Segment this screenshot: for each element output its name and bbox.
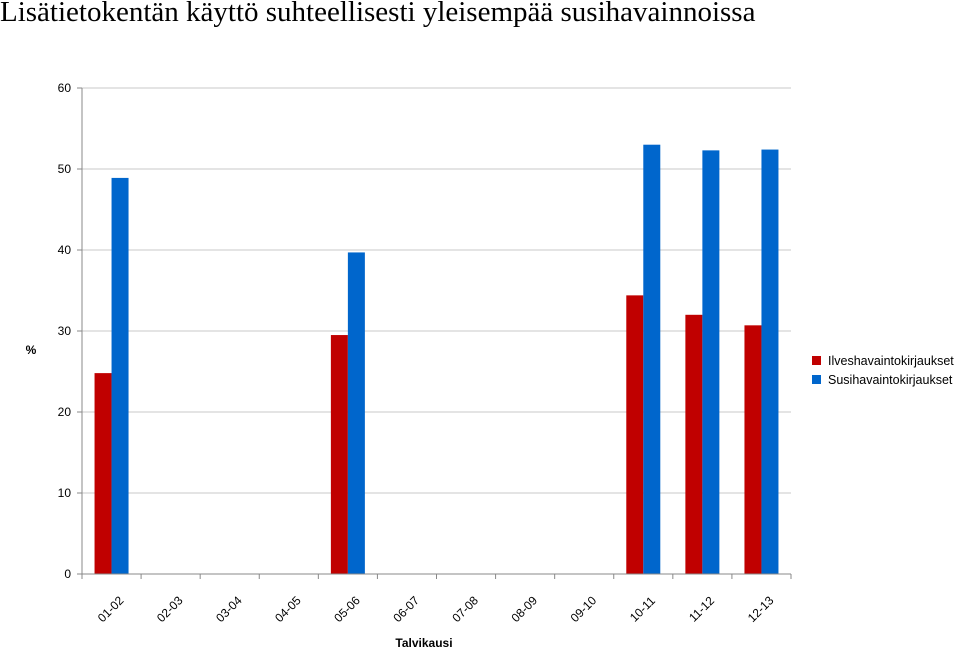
x-tick-label: 07-08 xyxy=(449,593,481,625)
x-tick-label: 09-10 xyxy=(568,593,600,625)
x-tick-label: 06-07 xyxy=(390,593,422,625)
legend-item-series-2: Susihavaintokirjaukset xyxy=(812,370,954,389)
legend-item-series-1: Ilveshavaintokirjaukset xyxy=(812,351,954,370)
bar xyxy=(111,177,129,574)
x-tick-label: 02-03 xyxy=(154,593,186,625)
y-tick-label: 40 xyxy=(58,243,72,257)
y-tick-label: 20 xyxy=(58,405,72,419)
bar xyxy=(330,335,348,574)
bar xyxy=(702,150,720,574)
bar xyxy=(347,252,365,574)
bar xyxy=(626,295,644,574)
x-tick-label: 08-09 xyxy=(508,593,540,625)
legend-swatch xyxy=(812,356,821,365)
bar xyxy=(643,144,661,574)
bars xyxy=(94,144,779,574)
legend-label: Susihavaintokirjaukset xyxy=(828,372,953,387)
x-axis-title: Talvikausi xyxy=(395,636,452,649)
x-tick-label: 10-11 xyxy=(627,593,658,624)
y-tick-label: 0 xyxy=(64,567,71,581)
legend-label: Ilveshavaintokirjaukset xyxy=(828,353,954,368)
chart-title: Lisätietokentän käyttö suhteellisesti yl… xyxy=(0,0,756,28)
x-tick-label: 01-02 xyxy=(95,593,127,625)
x-tick-label: 04-05 xyxy=(272,593,304,625)
gridlines xyxy=(77,87,791,575)
x-tick-label: 03-04 xyxy=(213,593,245,625)
y-tick-label: 30 xyxy=(58,324,72,338)
bar xyxy=(744,325,762,574)
x-tick-label: 12-13 xyxy=(745,593,777,625)
bar xyxy=(94,373,112,574)
legend-swatch xyxy=(812,375,821,384)
y-tick-label: 10 xyxy=(58,486,72,500)
y-axis-title: % xyxy=(26,343,37,357)
axes: 0 10 20 30 40 50 60 01-02 02-03 03-04 04-05 05-06 06… xyxy=(58,81,792,625)
y-tick-label: 50 xyxy=(58,162,72,176)
x-tick-label: 11-12 xyxy=(686,593,717,624)
bar xyxy=(685,314,703,574)
y-tick-label: 60 xyxy=(58,81,72,95)
bar xyxy=(761,149,779,574)
legend: Ilveshavaintokirjaukset Susihavaintokirj… xyxy=(812,351,954,389)
x-tick-label: 05-06 xyxy=(331,593,363,625)
